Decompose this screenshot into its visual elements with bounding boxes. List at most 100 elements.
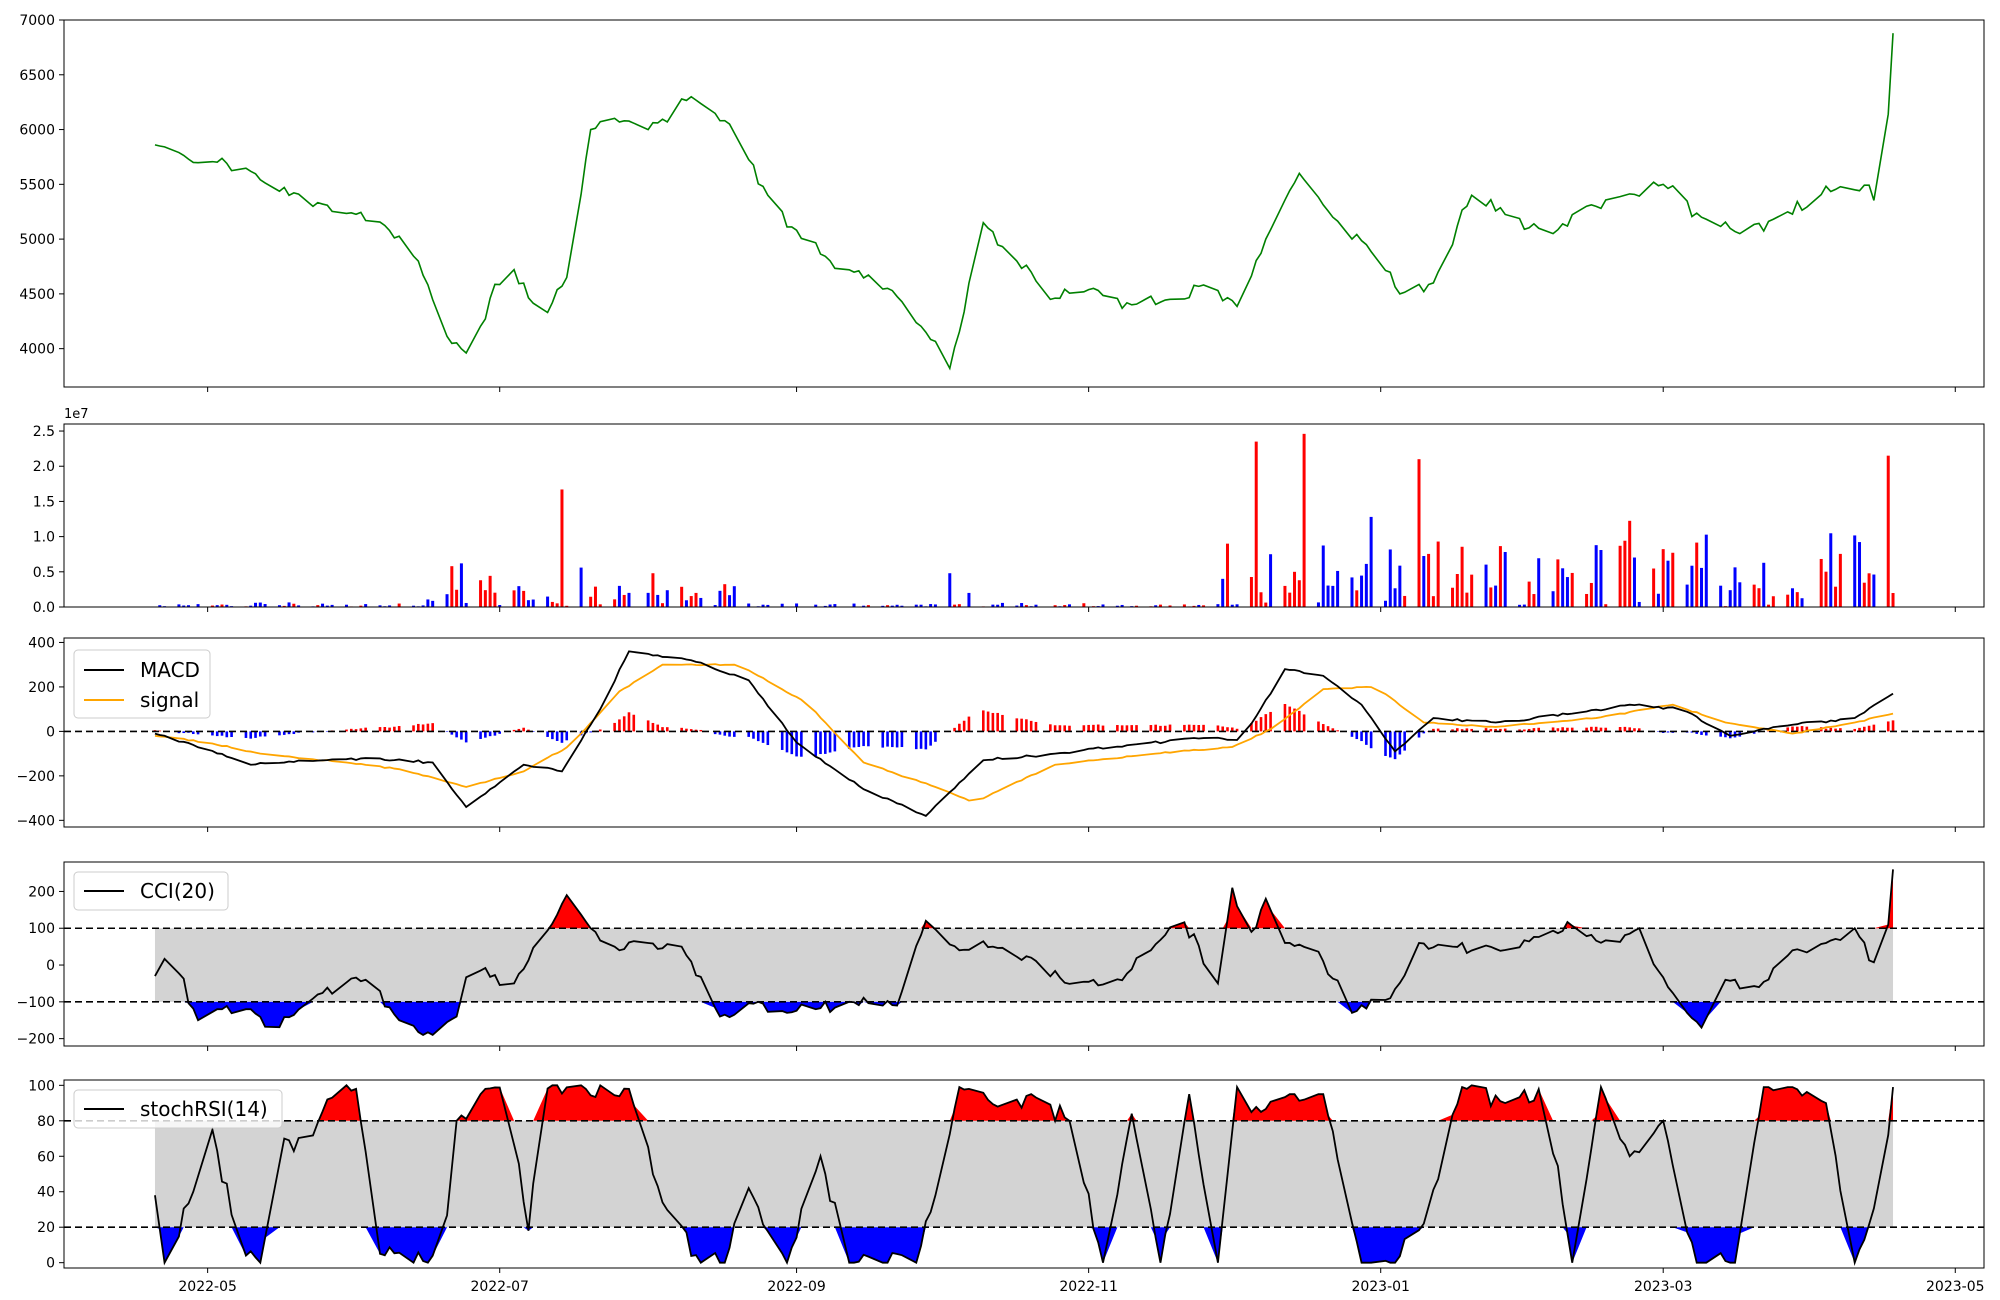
price-y-axis: 4000 4500 5000 5500 6000 6500 7000 — [19, 13, 64, 358]
volume-bar — [1637, 601, 1641, 607]
macd-histogram-bar — [282, 731, 286, 735]
volume-bar — [1484, 564, 1488, 607]
volume-bar — [895, 604, 899, 607]
volume-bar — [426, 599, 430, 607]
macd-histogram-bar — [182, 731, 185, 734]
macd-histogram-bar — [627, 712, 631, 732]
volume-bar — [1293, 571, 1297, 607]
volume-bar — [1738, 582, 1742, 607]
macd-histogram-bar — [862, 731, 865, 747]
macd-histogram-bar — [1183, 724, 1186, 732]
stochrsi-neutral-band — [154, 1120, 1894, 1228]
macd-histogram-bar — [1484, 728, 1488, 732]
macd-histogram-bar — [488, 731, 492, 737]
volume-bar — [321, 603, 325, 607]
volume-bar — [325, 605, 329, 607]
macd-histogram-bar — [1120, 725, 1124, 732]
macd-histogram-bar — [484, 731, 487, 738]
macd-histogram-bar — [800, 731, 803, 757]
volume-bar — [1230, 604, 1234, 607]
stochrsi-plot-area — [64, 1083, 1984, 1267]
volume-bar — [1891, 593, 1895, 607]
macd-histogram-bar — [833, 731, 837, 752]
volume-bar — [483, 590, 487, 607]
volume-bar — [1618, 545, 1622, 607]
macd-legend: MACD signal — [73, 649, 211, 719]
volume-bar — [1269, 554, 1273, 607]
macd-histogram-bar — [661, 727, 664, 732]
volume-bar — [1264, 602, 1268, 607]
macd-histogram-bar — [1590, 726, 1593, 732]
stochrsi-legend-box — [73, 1089, 283, 1129]
macd-histogram-bar — [383, 727, 387, 732]
macd-histogram-bar — [1068, 725, 1071, 732]
volume-bar — [622, 594, 626, 607]
volume-bar — [546, 596, 550, 607]
volume-bar — [488, 575, 492, 607]
macd-histogram-bar — [886, 731, 889, 747]
macd-histogram-bar — [891, 731, 894, 748]
macd-histogram-bar — [1025, 719, 1028, 732]
volume-bar — [1249, 577, 1253, 607]
volume-bar — [1790, 588, 1794, 607]
volume-bar — [967, 592, 971, 607]
volume-bar — [1518, 604, 1522, 607]
macd-histogram-bar — [421, 724, 425, 732]
macd-histogram-bar — [349, 728, 353, 732]
y-tick-label: 100 — [28, 921, 55, 937]
macd-histogram-bar — [1101, 725, 1105, 732]
macd-histogram-bar — [953, 727, 956, 732]
macd-histogram-bar — [1269, 711, 1272, 732]
volume-bar — [1316, 602, 1320, 607]
macd-histogram-bar — [685, 728, 688, 732]
volume-bar — [814, 604, 818, 607]
macd-histogram-bar — [1527, 728, 1531, 732]
volume-bar — [1599, 550, 1603, 607]
volume-bar — [1604, 604, 1608, 607]
volume-bar — [1302, 433, 1306, 607]
macd-histogram-bar — [1695, 731, 1699, 734]
macd-histogram-bar — [919, 731, 923, 749]
macd-histogram-bar — [417, 723, 420, 732]
macd-histogram-bar — [177, 731, 181, 734]
y-tick-label: −400 — [17, 813, 55, 829]
volume-bar — [953, 604, 957, 607]
volume-bar — [617, 585, 621, 607]
volume-bar — [833, 604, 837, 607]
volume-bar — [1259, 592, 1263, 607]
macd-histogram-bar — [1384, 731, 1387, 756]
macd-histogram-bar — [934, 731, 937, 742]
y-tick-label: 2.5 — [33, 424, 55, 440]
macd-histogram-bar — [929, 731, 932, 746]
volume-bar — [1585, 593, 1589, 607]
volume-bar — [1216, 604, 1220, 607]
macd-histogram-bar — [1704, 731, 1708, 736]
macd-histogram-bar — [795, 731, 798, 757]
macd-histogram-bar — [1451, 729, 1454, 732]
macd-histogram-bar — [531, 731, 535, 732]
macd-histogram-bar — [1422, 731, 1426, 734]
macd-histogram-bar — [1321, 724, 1325, 732]
macd-histogram-bar — [230, 731, 233, 737]
macd-histogram-bar — [622, 716, 626, 732]
macd-histogram-bar — [723, 731, 727, 736]
macd-histogram-bar — [1532, 728, 1536, 732]
volume-bar — [397, 603, 401, 607]
stochrsi-legend-label: stochRSI(14) — [140, 1097, 268, 1121]
cci-neutral-band — [154, 928, 1894, 1002]
volume-bar — [1829, 533, 1833, 607]
volume-bar — [182, 605, 186, 607]
macd-histogram-bar — [1159, 725, 1162, 732]
volume-bar — [1460, 546, 1464, 607]
volume-bar — [431, 600, 435, 607]
volume-y-axis: 0.0 0.5 1.0 1.5 2.0 2.5 — [33, 424, 64, 616]
macd-histogram-bar — [1221, 726, 1224, 732]
volume-bar — [1053, 605, 1057, 607]
price-panel: 4000 4500 5000 5500 6000 6500 7000 — [19, 13, 1985, 388]
volume-panel: 0.0 0.5 1.0 1.5 2.0 2.5 1e7 — [33, 407, 1985, 616]
volume-bar — [1795, 592, 1799, 607]
volume-bar — [1417, 459, 1421, 607]
macd-histogram-bar — [211, 731, 214, 736]
volume-bar — [297, 605, 301, 607]
y-tick-label: 100 — [28, 1078, 55, 1094]
